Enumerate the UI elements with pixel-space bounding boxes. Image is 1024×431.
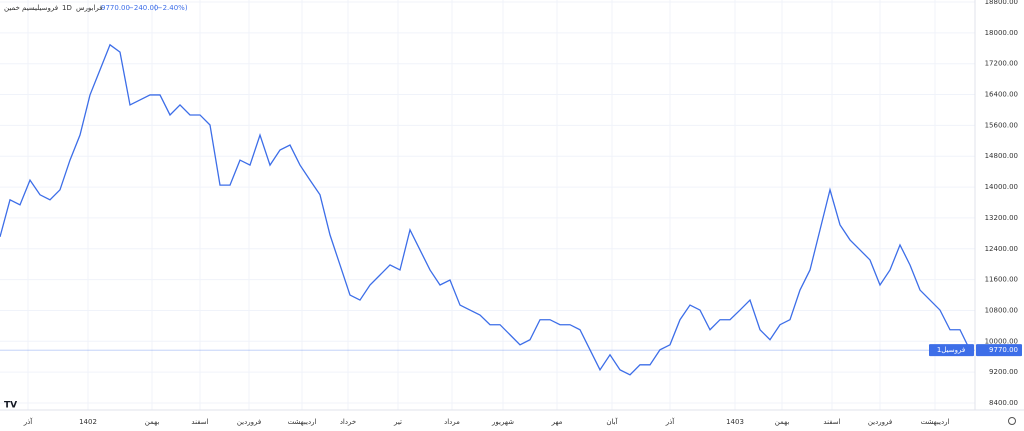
series-name: فروسیل1 bbox=[937, 346, 965, 354]
svg-text:TV: TV bbox=[4, 401, 17, 411]
y-tick-label: 15600.00 bbox=[985, 121, 1018, 129]
price-tag bbox=[976, 344, 1022, 357]
x-tick-label: 1402 bbox=[79, 418, 97, 426]
x-tick-label: تیر bbox=[393, 418, 402, 426]
y-tick-label: 16400.00 bbox=[985, 91, 1018, 99]
exchange: فرابورس bbox=[76, 4, 103, 12]
y-tick-label: 13200.00 bbox=[985, 214, 1018, 222]
x-tick-label: مرداد bbox=[444, 418, 460, 426]
y-tick-label: 18000.00 bbox=[985, 29, 1018, 37]
x-tick-label: مهر bbox=[551, 418, 563, 426]
y-tick-label: 8400.00 bbox=[989, 399, 1018, 407]
x-tick-label: بهمن bbox=[775, 418, 790, 426]
x-tick-label: فروردین bbox=[868, 418, 892, 426]
x-tick-label: آذر bbox=[23, 417, 33, 426]
x-tick-label: آذر bbox=[665, 417, 675, 426]
interval: 1D bbox=[62, 4, 72, 12]
y-tick-label: 11600.00 bbox=[985, 276, 1018, 284]
y-tick-label: 12400.00 bbox=[985, 245, 1018, 253]
change: −240.00 bbox=[128, 4, 158, 12]
x-tick-label: 1403 bbox=[726, 418, 744, 426]
price-line bbox=[0, 43, 971, 376]
y-tick-label: 9200.00 bbox=[989, 368, 1018, 376]
x-tick-label: اسفند bbox=[823, 418, 840, 426]
y-tick-label: 10800.00 bbox=[985, 306, 1018, 314]
x-tick-label: خرداد bbox=[340, 418, 356, 426]
change-pct: (−2.40%) bbox=[154, 4, 188, 12]
price-tag-label: 9770.00 bbox=[989, 346, 1018, 354]
x-tick-label: بهمن bbox=[145, 418, 160, 426]
x-tick-label: فروردین bbox=[237, 418, 261, 426]
x-tick-label: شهریور bbox=[491, 418, 514, 426]
series-tag bbox=[929, 344, 974, 357]
y-tick-label: 14000.00 bbox=[985, 183, 1018, 191]
x-tick-label: اسفند bbox=[191, 418, 208, 426]
x-tick-label: اردیبهشت bbox=[921, 418, 950, 426]
y-tick-label: 14800.00 bbox=[985, 152, 1018, 160]
last-price: 9770.00 bbox=[101, 4, 130, 12]
x-tick-label: اردیبهشت bbox=[288, 418, 317, 426]
y-tick-label: 18800.00 bbox=[985, 0, 1018, 6]
symbol: فروسیلیسیم خمین bbox=[4, 4, 58, 12]
y-tick-label: 10000.00 bbox=[985, 337, 1018, 345]
x-tick-label: آبان bbox=[606, 417, 618, 426]
settings-icon[interactable] bbox=[1008, 417, 1016, 425]
grid bbox=[0, 0, 975, 410]
logo: TV bbox=[4, 401, 17, 411]
y-tick-label: 17200.00 bbox=[985, 60, 1018, 68]
